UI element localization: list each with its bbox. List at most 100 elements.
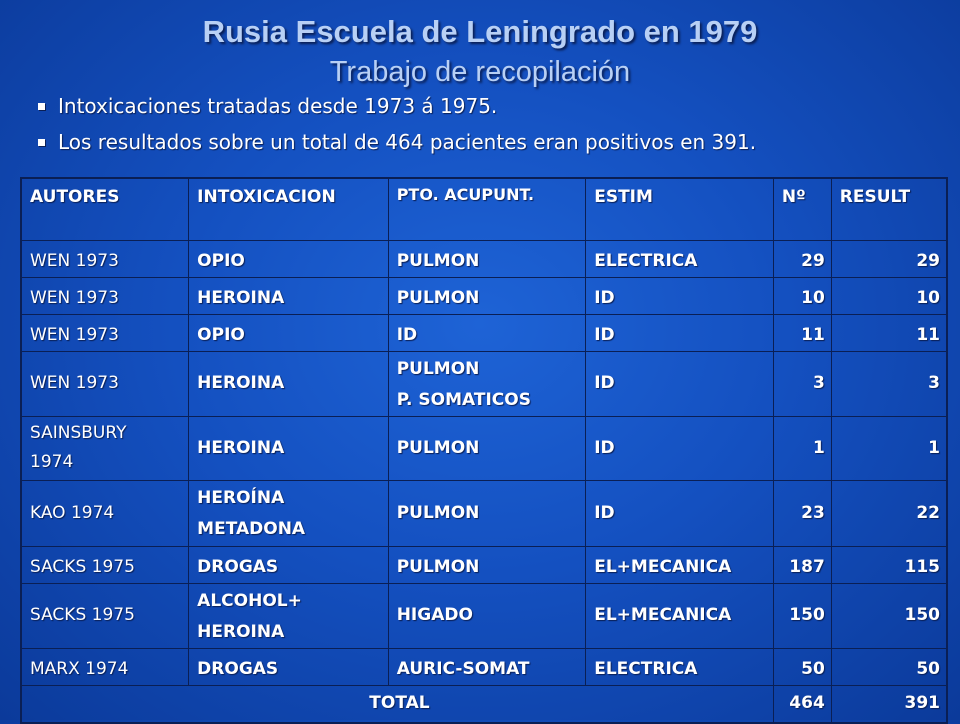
header-estim: ESTIM <box>585 177 774 241</box>
cell-result: 115 <box>830 545 948 584</box>
cell-pto-acupunt: ID <box>387 313 587 352</box>
header-result: RESULT <box>830 177 948 241</box>
cell-intoxicacion-line: OPIO <box>197 250 245 271</box>
cell-autores: WEN 1973 <box>20 350 190 417</box>
cell-pto-acupunt: PULMON <box>387 239 587 278</box>
cell-pto-acupunt-line: PULMON <box>396 502 480 523</box>
table-row: SACKS 1975 ALCOHOL+ HEROINA HIGADO EL+MECANI… <box>20 582 948 649</box>
cell-intoxicacion: HEROINA <box>188 276 389 315</box>
cell-intoxicacion-line: HEROÍNA <box>197 487 285 508</box>
cell-result: 150 <box>830 582 948 649</box>
cell-autores: SAINSBURY 1974 <box>20 415 190 481</box>
cell-pto-acupunt: PULMON P. SOMATICOS <box>387 350 587 417</box>
table-row: WEN 1973 OPIO ID ID 11 11 <box>20 313 948 352</box>
cell-intoxicacion: OPIO <box>188 239 389 278</box>
bullet-square-icon <box>38 139 45 146</box>
header-n: Nº <box>772 177 832 241</box>
cell-intoxicacion: DROGAS <box>188 545 389 584</box>
results-table: AUTORES INTOXICACION PTO. ACUPUNT. ESTIM… <box>20 177 948 724</box>
cell-estim: ELECTRICA <box>585 239 774 278</box>
cell-pto-acupunt: PULMON <box>387 276 587 315</box>
cell-result: 22 <box>830 479 948 547</box>
table-row: KAO 1974 HEROÍNA METADONA PULMON ID 23 22 <box>20 479 948 547</box>
cell-autores: WEN 1973 <box>20 276 190 315</box>
table-row: SACKS 1975 DROGAS PULMON EL+MECANICA 187 115 <box>20 545 948 584</box>
cell-pto-acupunt: PULMON <box>387 545 587 584</box>
cell-intoxicacion-line: HEROINA <box>197 621 285 642</box>
bullet-square-icon <box>38 103 45 110</box>
total-n: 464 <box>772 684 832 724</box>
slide-subtitle: Trabajo de recopilación <box>329 56 631 88</box>
header-pto-acupunt: PTO. ACUPUNT. <box>387 177 587 241</box>
cell-n: 10 <box>772 276 832 315</box>
cell-autores-text: SAINSBURY 1974 <box>30 422 127 472</box>
cell-pto-acupunt-line: PULMON <box>396 437 480 458</box>
cell-intoxicacion-line: ALCOHOL+ <box>197 590 302 611</box>
bullet-text: Intoxicaciones tratadas desde 1973 á 197… <box>58 94 498 118</box>
total-result: 391 <box>830 684 948 724</box>
slide-title: Rusia Escuela de Leningrado en 1979 <box>202 14 758 49</box>
cell-pto-acupunt-line: PULMON <box>396 287 480 308</box>
table-row: SAINSBURY 1974 HEROINA PULMON ID 1 1 <box>20 415 948 481</box>
cell-autores: SACKS 1975 <box>20 545 190 584</box>
cell-estim: ID <box>585 479 774 547</box>
cell-intoxicacion: ALCOHOL+ HEROINA <box>188 582 389 649</box>
cell-result: 10 <box>830 276 948 315</box>
cell-intoxicacion-line: DROGAS <box>197 556 279 577</box>
cell-result: 3 <box>830 350 948 417</box>
cell-estim: ID <box>585 276 774 315</box>
cell-pto-acupunt-line: ID <box>396 324 418 345</box>
cell-autores: WEN 1973 <box>20 239 190 278</box>
cell-intoxicacion-line: HEROINA <box>197 437 285 458</box>
table-row: WEN 1973 OPIO PULMON ELECTRICA 29 29 <box>20 239 948 278</box>
cell-n: 29 <box>772 239 832 278</box>
cell-result: 29 <box>830 239 948 278</box>
cell-result: 11 <box>830 313 948 352</box>
cell-intoxicacion: OPIO <box>188 313 389 352</box>
table-body: WEN 1973 OPIO PULMON ELECTRICA 29 29 WEN 1973 H… <box>20 239 948 686</box>
bullet-list: Intoxicaciones tratadas desde 1973 á 197… <box>36 92 756 164</box>
cell-pto-acupunt: PULMON <box>387 479 587 547</box>
header-row: AUTORES INTOXICACION PTO. ACUPUNT. ESTIM… <box>20 177 948 241</box>
cell-autores: KAO 1974 <box>20 479 190 547</box>
cell-intoxicacion: HEROÍNA METADONA <box>188 479 389 547</box>
cell-estim: ID <box>585 350 774 417</box>
cell-estim: EL+MECANICA <box>585 545 774 584</box>
cell-pto-acupunt: HIGADO <box>387 582 587 649</box>
table-row: MARX 1974 DROGAS AURIC-SOMAT ELECTRICA 50 50 <box>20 647 948 686</box>
cell-estim: EL+MECANICA <box>585 582 774 649</box>
cell-intoxicacion-line: DROGAS <box>197 658 279 679</box>
cell-intoxicacion: HEROINA <box>188 415 389 481</box>
cell-autores: WEN 1973 <box>20 313 190 352</box>
cell-pto-acupunt-line: PULMON <box>396 250 480 271</box>
cell-pto-acupunt: AURIC-SOMAT <box>387 647 587 686</box>
cell-pto-acupunt-line: PULMON <box>396 358 480 379</box>
header-intoxicacion: INTOXICACION <box>188 177 389 241</box>
cell-n: 50 <box>772 647 832 686</box>
bullet-text: Los resultados sobre un total de 464 pac… <box>58 130 757 154</box>
bullet-item: Intoxicaciones tratadas desde 1973 á 197… <box>36 92 756 128</box>
cell-result: 50 <box>830 647 948 686</box>
cell-pto-acupunt-line: P. SOMATICOS <box>396 389 531 410</box>
cell-pto-acupunt-line: HIGADO <box>396 605 473 625</box>
cell-n: 187 <box>772 545 832 584</box>
bullet-item: Los resultados sobre un total de 464 pac… <box>36 128 756 164</box>
total-label: TOTAL <box>20 684 774 724</box>
cell-intoxicacion: HEROINA <box>188 350 389 417</box>
cell-intoxicacion-line: OPIO <box>197 324 245 345</box>
table-row: WEN 1973 HEROINA PULMON ID 10 10 <box>20 276 948 315</box>
cell-n: 1 <box>772 415 832 481</box>
cell-estim: ELECTRICA <box>585 647 774 686</box>
cell-pto-acupunt: PULMON <box>387 415 587 481</box>
cell-pto-acupunt-line: AURIC-SOMAT <box>396 658 530 679</box>
table-row: WEN 1973 HEROINA PULMON P. SOMATICOS ID 3 3 <box>20 350 948 417</box>
cell-n: 23 <box>772 479 832 547</box>
cell-n: 11 <box>772 313 832 352</box>
header-autores: AUTORES <box>20 177 190 241</box>
cell-autores: MARX 1974 <box>20 647 190 686</box>
cell-intoxicacion-line: HEROINA <box>197 373 285 393</box>
cell-pto-acupunt-line: PULMON <box>396 556 480 577</box>
cell-estim: ID <box>585 313 774 352</box>
cell-n: 150 <box>772 582 832 649</box>
cell-autores: SACKS 1975 <box>20 582 190 649</box>
